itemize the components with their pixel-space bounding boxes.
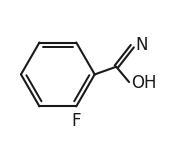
- Text: OH: OH: [131, 74, 157, 92]
- Text: N: N: [135, 36, 148, 54]
- Text: F: F: [71, 112, 81, 130]
